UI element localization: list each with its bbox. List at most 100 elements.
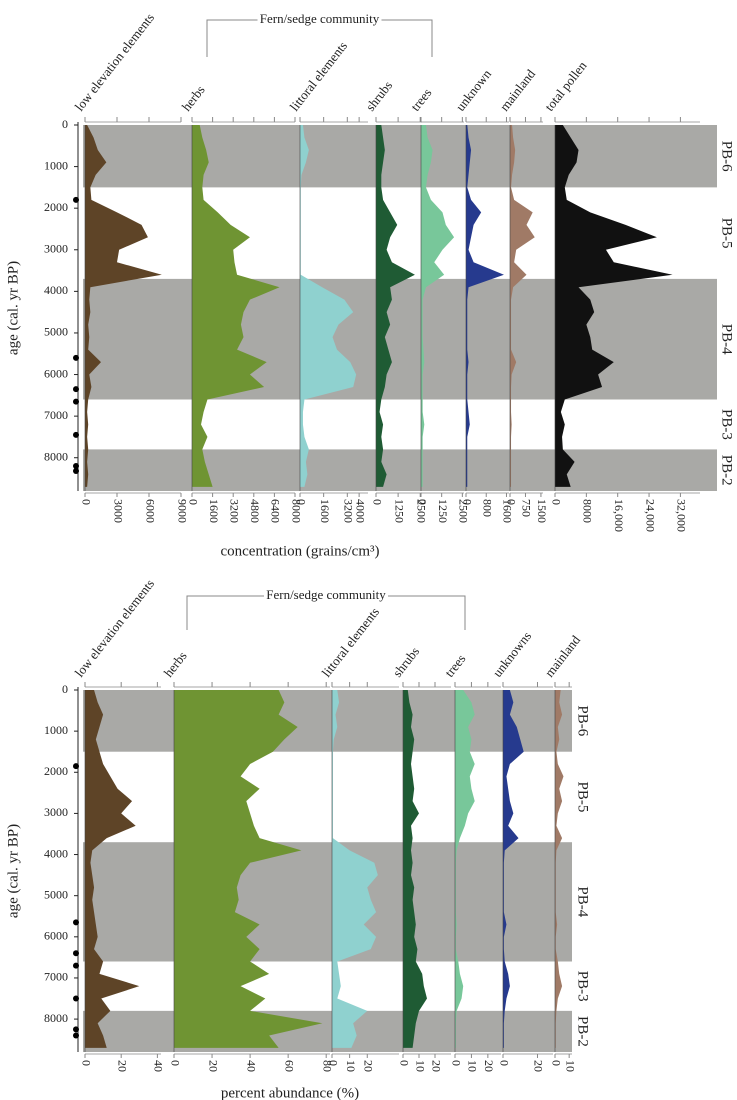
y-tick-label: 1000 <box>44 158 68 172</box>
group-label: Fern/sedge community <box>266 587 386 602</box>
zone-label: PB-3 <box>719 409 735 440</box>
date-dot <box>73 398 79 405</box>
pollen-area <box>466 125 504 487</box>
column-header: mainland <box>542 632 584 680</box>
x-tick-label: 0 <box>168 1060 182 1066</box>
pollen-area <box>85 125 162 487</box>
x-tick-label: 1250 <box>436 499 450 523</box>
pollen-area <box>300 125 357 487</box>
date-dot <box>73 431 79 438</box>
zone-label: PB-6 <box>575 705 591 736</box>
y-tick-label: 3000 <box>44 805 68 819</box>
x-tick-label: 6000 <box>143 499 157 523</box>
x-tick-label: 0 <box>79 1060 93 1066</box>
date-dot <box>73 962 79 969</box>
column-header: unknowns <box>490 628 535 679</box>
date-dot <box>73 763 79 770</box>
zone-band <box>83 1010 572 1052</box>
y-tick-label: 5000 <box>44 325 68 339</box>
x-tick-label: 9000 <box>175 499 189 523</box>
x-tick-label: 2500 <box>414 499 428 523</box>
x-tick-label: 8000 <box>289 499 303 523</box>
x-tick-label: 20 <box>206 1060 220 1072</box>
x-tick-label: 0 <box>79 499 93 505</box>
x-tick-label: 0 <box>504 499 518 505</box>
column-header: mainland <box>497 66 539 114</box>
pollen-area <box>421 125 455 487</box>
x-tick-label: 0 <box>415 499 429 505</box>
x-tick-label: 0 <box>370 499 384 505</box>
zone-band <box>83 125 717 188</box>
x-tick-label: 4000 <box>353 499 367 523</box>
y-tick-label: 7000 <box>44 408 68 422</box>
x-tick-label: 0 <box>449 1060 463 1066</box>
zone-label: PB-5 <box>719 218 735 249</box>
x-tick-label: 0 <box>497 1060 511 1066</box>
x-tick-label: 3000 <box>111 499 125 523</box>
zone-band <box>83 278 717 400</box>
column-header: shrubs <box>363 78 396 114</box>
x-tick-label: 10 <box>563 1060 577 1072</box>
date-dot <box>73 950 79 957</box>
zone-band <box>83 842 572 962</box>
x-tick-label: 80 <box>320 1060 334 1072</box>
pollen-area <box>510 125 535 487</box>
x-tick-label: 0 <box>326 1060 340 1066</box>
x-tick-label: 0 <box>549 1060 563 1066</box>
column-header: shrubs <box>390 644 423 680</box>
zone-label: PB-6 <box>719 141 735 172</box>
column-header: herbs <box>179 82 208 113</box>
x-tick-label: 10 <box>344 1060 358 1072</box>
x-tick-label: 1250 <box>392 499 406 523</box>
date-dot <box>73 386 79 393</box>
x-tick-label: 60 <box>282 1060 296 1072</box>
x-tick-label: 0 <box>186 499 200 505</box>
x-tick-label: 1600 <box>501 499 515 523</box>
pollen-area <box>403 690 427 1048</box>
y-tick-label: 1000 <box>44 723 68 737</box>
x-tick-label: 10 <box>466 1060 480 1072</box>
date-dot <box>73 1032 79 1039</box>
y-tick-label: 7000 <box>44 970 68 984</box>
x-tick-label: 0 <box>397 1060 411 1066</box>
date-dot <box>73 468 79 475</box>
x-tick-label: 3200 <box>227 499 241 523</box>
column-header: low elevation elements <box>72 10 158 114</box>
x-tick-label: 32,000 <box>675 499 689 532</box>
y-tick-label: 2000 <box>44 764 68 778</box>
column-header: littoral elements <box>319 604 383 680</box>
x-tick-label: 20 <box>115 1060 129 1072</box>
x-tick-label: 20 <box>429 1060 443 1072</box>
x-tick-label: 3200 <box>342 499 356 523</box>
x-tick-label: 4800 <box>248 499 262 523</box>
x-tick-label: 10 <box>413 1060 427 1072</box>
zone-label: PB-5 <box>575 782 591 813</box>
y-tick-label: 6000 <box>44 366 68 380</box>
column-header: total pollen <box>542 58 590 114</box>
x-tick-label: 1500 <box>535 499 549 523</box>
pollen-area <box>555 690 564 1048</box>
column-header: unknown <box>453 66 495 114</box>
x-tick-label: 16,000 <box>612 499 626 532</box>
date-dot <box>73 196 79 203</box>
y-tick-label: 5000 <box>44 887 68 901</box>
y-tick-label: 8000 <box>44 449 68 463</box>
x-tick-label: 800 <box>480 499 494 517</box>
pollen-area <box>85 690 140 1048</box>
pollen-area <box>455 690 475 1048</box>
column-header: littoral elements <box>287 38 351 114</box>
zone-label: PB-2 <box>575 1016 591 1047</box>
date-dot <box>73 354 79 361</box>
zone-label: PB-4 <box>575 886 591 917</box>
y-tick-label: 4000 <box>44 283 68 297</box>
y-axis-label: age (cal. yr BP) <box>5 261 21 355</box>
y-tick-label: 2000 <box>44 200 68 214</box>
x-tick-label: 20 <box>482 1060 496 1072</box>
x-axis-label: percent abundance (%) <box>221 1085 359 1100</box>
x-tick-label: 750 <box>520 499 534 517</box>
pollen-area <box>192 125 280 487</box>
y-tick-label: 6000 <box>44 929 68 943</box>
x-tick-label: 20 <box>532 1060 546 1072</box>
x-tick-label: 40 <box>152 1060 166 1072</box>
